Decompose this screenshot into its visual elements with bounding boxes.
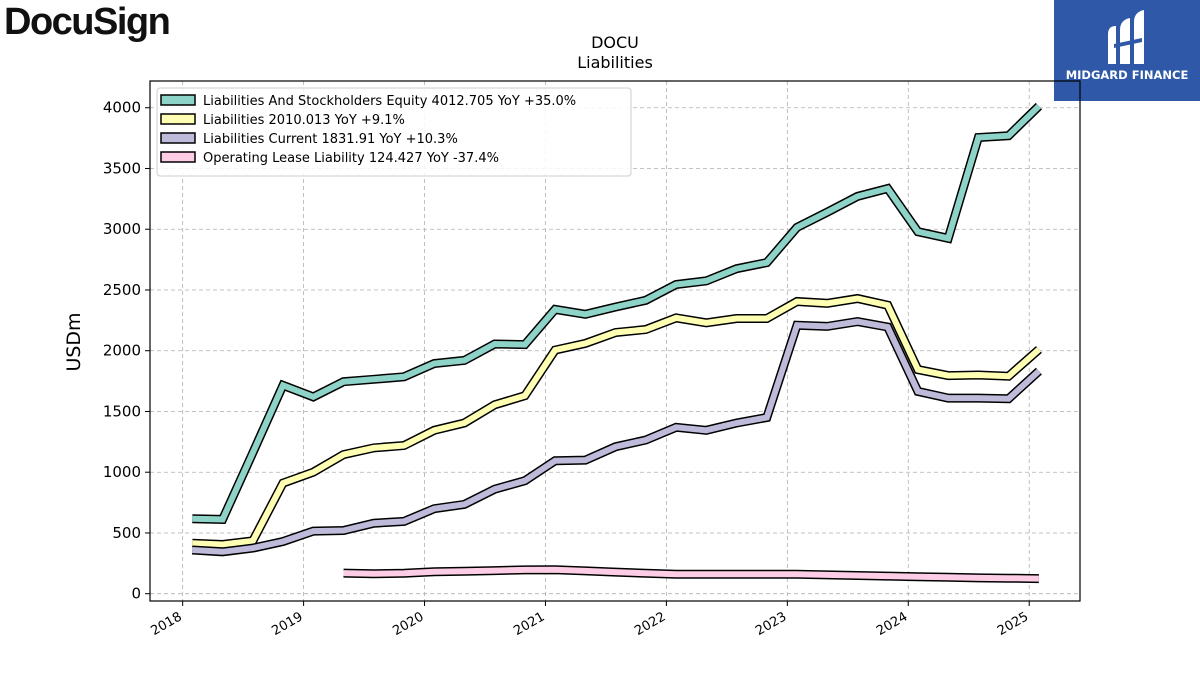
series-line [192,295,1041,548]
y-tick-label: 3500 [103,159,141,177]
y-tick-label: 4000 [103,99,141,117]
chart-title: DOCU [591,33,639,52]
docusign-logo: DocuSign [4,1,171,43]
series-line [192,318,1041,555]
series-layer [192,102,1043,584]
x-tick-label: 2022 [632,609,668,639]
x-tick-label: 2019 [269,609,305,639]
chart-subtitle: Liabilities [577,53,653,72]
legend-box [156,87,632,177]
x-tick-label: 2020 [390,609,426,639]
legend-entry: Operating Lease Liability 124.427 YoY -3… [203,151,499,166]
midgard-finance-watermark: MIDGARD FINANCE [1054,0,1200,101]
legend-swatch [160,113,196,125]
watermark-text: MIDGARD FINANCE [1065,68,1189,82]
series-0 [192,102,1043,524]
legend-swatch [160,94,196,106]
series-1 [192,293,1042,550]
x-tick-label: 2021 [511,609,547,639]
y-tick-label: 2000 [103,342,141,360]
legend-entry: Liabilities And Stockholders Equity 4012… [203,94,576,109]
y-tick-label: 3000 [103,220,141,238]
x-tick-label: 2024 [874,609,910,639]
y-tick-label: 1000 [103,463,141,481]
midgard-logo-icon [1108,10,1144,64]
series-line [192,103,1041,523]
series-line [343,566,1039,582]
legend-swatch [160,151,196,163]
y-tick-label: 2500 [103,281,141,299]
legend: Liabilities And Stockholders Equity 4012… [156,87,632,177]
x-tick-label: 2025 [995,609,1031,639]
legend-entry: Liabilities Current 1831.91 YoY +10.3% [203,132,458,147]
y-axis-label: USDm [63,312,85,371]
x-tick-label: 2023 [753,609,789,639]
y-tick-label: 500 [112,524,141,542]
x-tick-label: 2018 [148,609,184,639]
plot-frame [149,80,1081,602]
legend-entry: Liabilities 2010.013 YoY +9.1% [203,113,405,128]
legend-swatch [160,132,196,144]
series-3 [343,565,1039,584]
y-tick-label: 1500 [103,402,141,420]
series-2 [192,317,1042,557]
y-tick-label: 0 [131,585,141,603]
